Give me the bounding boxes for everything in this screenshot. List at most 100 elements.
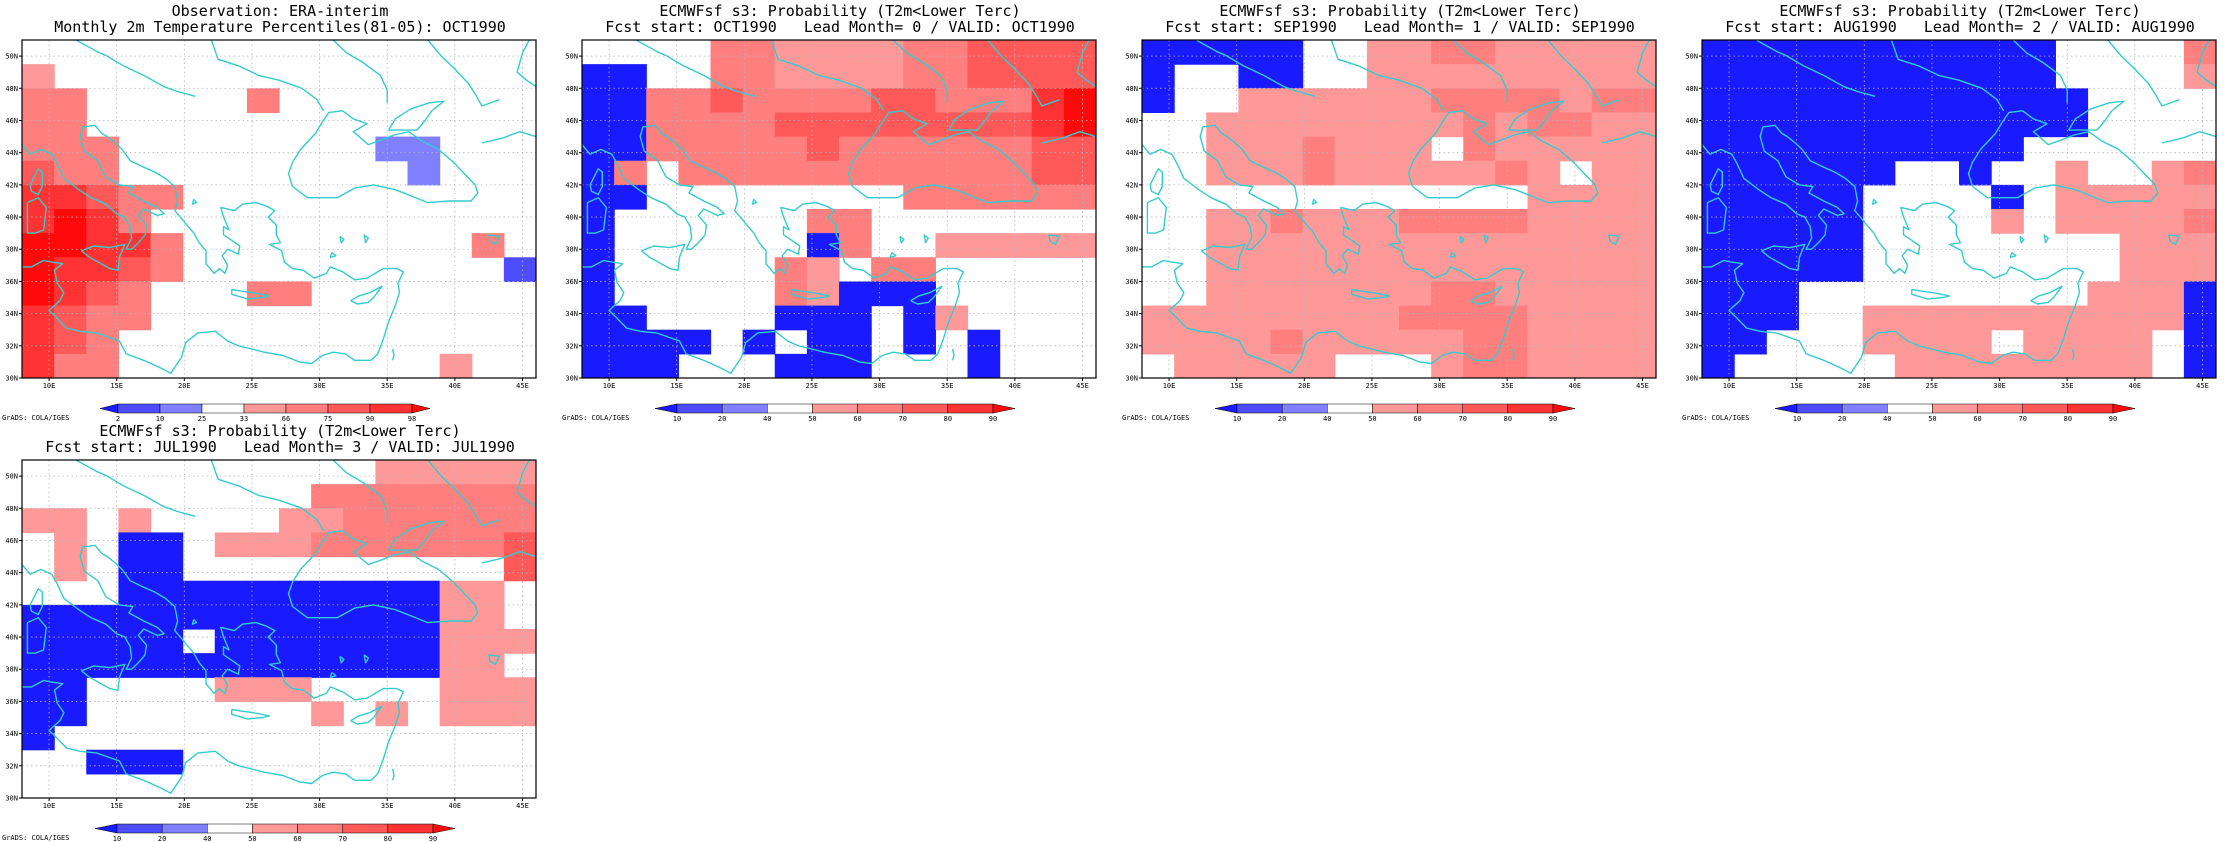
grid-cell <box>1862 160 1896 186</box>
coastline <box>2009 251 2017 258</box>
grid-cell <box>1959 112 1992 138</box>
grid-cell <box>1031 160 1065 186</box>
map-panel-observation: Observation: ERA-interim Monthly 2m Temp… <box>0 0 560 423</box>
grid-cell <box>279 580 312 606</box>
lon-tick-label: 20E <box>178 382 191 390</box>
lon-tick-label: 25E <box>246 802 259 810</box>
grid-cell <box>503 532 536 558</box>
grid-cell <box>54 677 87 703</box>
grid-cell <box>710 40 744 65</box>
grid-cell <box>1559 305 1593 331</box>
lat-tick-label: 40N <box>565 214 578 222</box>
lat-tick-label: 30N <box>5 795 18 803</box>
coastline <box>332 40 388 103</box>
grid-cell <box>54 160 87 186</box>
map-plot: 10E 15E 20E 25E 30E 35E 40E 45E 30N 32N 34N 36N 38N 4… <box>565 39 1097 423</box>
grid-cell <box>2023 88 2056 114</box>
map-plot: 10E 15E 20E 25E 30E 35E 40E 45E 30N 32N 34N 36N 38N 4… <box>1125 39 1657 423</box>
colorbar-swatch <box>1281 403 1328 414</box>
grid-cell <box>1623 64 1656 89</box>
lon-tick-label: 40E <box>2129 382 2142 390</box>
colorbar: 10 20 40 50 60 70 80 90 <box>1774 403 2136 423</box>
grid-cell <box>311 701 344 727</box>
grid-cell <box>2183 64 2216 89</box>
coastline <box>2196 40 2216 88</box>
lon-tick-label: 25E <box>1366 382 1379 390</box>
grid-cell <box>1623 305 1656 331</box>
lon-tick-label: 45E <box>2196 382 2209 390</box>
lon-tick-label: 10E <box>603 382 616 390</box>
coastline <box>923 234 929 244</box>
colorbar-label: 10 <box>156 415 164 423</box>
grid-cell <box>1766 233 1799 258</box>
lat-tick-label: 44N <box>5 149 18 157</box>
grid-cell <box>311 653 344 678</box>
grid-cell <box>1991 88 2024 114</box>
grid-cell <box>1862 329 1896 355</box>
grid-cell <box>2119 233 2153 258</box>
colorbar-swatch <box>1372 403 1418 414</box>
grid-cell <box>1623 281 1656 307</box>
lat-tick-label: 32N <box>565 342 578 350</box>
coastline <box>1761 243 1806 271</box>
grid-cell <box>1431 88 1464 114</box>
grid-cell <box>1894 136 1928 162</box>
grid-cell <box>86 629 119 654</box>
colorbar-label: 40 <box>1883 415 1891 423</box>
coastline <box>1511 348 1515 361</box>
coastline <box>29 168 43 196</box>
colorbar-swatch <box>1236 403 1283 414</box>
grid-cell <box>999 40 1033 65</box>
grid-cell <box>1238 281 1272 307</box>
grid-cell <box>678 160 712 186</box>
grid-cell <box>1174 329 1207 355</box>
grid-cell <box>54 88 87 114</box>
grid-cell <box>614 184 647 210</box>
grid-cell <box>1431 209 1464 234</box>
grid-cell <box>2151 160 2185 186</box>
grid-cell <box>742 40 776 65</box>
coastline <box>847 110 1039 204</box>
grid-cell <box>86 136 119 162</box>
grid-cell <box>22 653 55 678</box>
coastline <box>1459 235 1465 244</box>
coastline <box>1967 110 2159 204</box>
map-panel-lead-0: ECMWFsf s3: Probability (T2m<Lower Terc)… <box>560 0 1120 423</box>
colorbar-label: 50 <box>248 835 256 842</box>
coastline <box>770 40 885 112</box>
grid-cell <box>678 88 712 114</box>
coastline <box>889 251 897 258</box>
grid-cell <box>967 136 1001 162</box>
grid-cell <box>1463 112 1496 138</box>
coastline <box>191 618 198 625</box>
grid-cell <box>678 329 712 355</box>
grid-cell <box>1798 40 1832 65</box>
grid-cell <box>1270 329 1304 355</box>
colorbar-swatch <box>812 403 858 414</box>
grid-cell <box>742 160 776 186</box>
grid-cell <box>1959 329 1992 355</box>
colorbar-label: 40 <box>1323 415 1331 423</box>
grid-cell <box>1270 136 1304 162</box>
coastline <box>1702 124 2085 374</box>
coastline <box>1547 40 1620 107</box>
grid-cell <box>903 160 936 186</box>
lat-tick-label: 30N <box>1685 375 1698 383</box>
coastline <box>1407 110 1599 204</box>
grid-cell <box>839 233 872 258</box>
map-panel-lead-2: ECMWFsf s3: Probability (T2m<Lower Terc)… <box>1680 0 2240 423</box>
grid-cell <box>1991 136 2024 162</box>
coastline <box>1146 197 1167 234</box>
coastline <box>2012 40 2068 103</box>
grid-cell <box>1527 64 1561 89</box>
grid-cell <box>903 136 936 162</box>
grid-cell <box>311 532 344 558</box>
map-plot: 10E 15E 20E 25E 30E 35E 40E 45E 30N 32N 34N 36N 38N 4… <box>5 459 537 842</box>
grid-cell <box>54 184 87 210</box>
grid-cell <box>1798 88 1832 114</box>
grid-cell <box>311 580 344 606</box>
grid-cell <box>1959 160 1992 186</box>
coastline <box>1871 198 1878 205</box>
graticule <box>1702 40 2216 378</box>
grid-cell <box>710 88 744 114</box>
